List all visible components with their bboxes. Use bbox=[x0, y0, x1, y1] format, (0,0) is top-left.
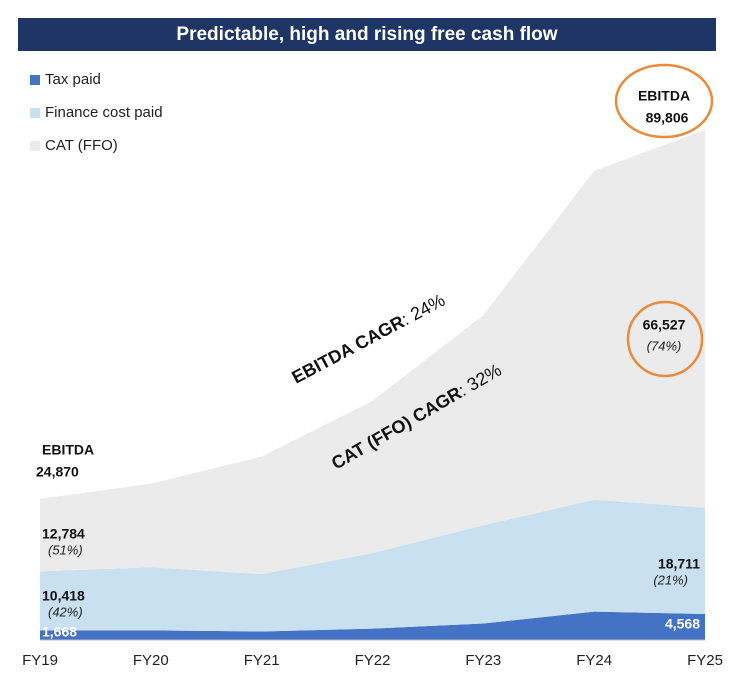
highlight-circle bbox=[614, 63, 714, 139]
x-tick-label: FY23 bbox=[465, 652, 501, 669]
x-tick-label: FY24 bbox=[576, 652, 612, 669]
title-bar bbox=[18, 18, 716, 51]
x-tick-label: FY25 bbox=[687, 652, 723, 669]
x-tick-label: FY20 bbox=[133, 652, 169, 669]
legend-swatch bbox=[30, 141, 40, 151]
legend-label: Tax paid bbox=[45, 71, 101, 88]
total-name: EBITDA bbox=[42, 442, 94, 458]
legend-swatch bbox=[30, 75, 40, 85]
cagr-label: EBITDA CAGR bbox=[288, 311, 407, 387]
total-value: 24,870 bbox=[36, 464, 79, 480]
legend-swatch bbox=[30, 108, 40, 118]
chart-title: Predictable, high and rising free cash f… bbox=[176, 24, 557, 45]
data-label: 10,418 bbox=[42, 588, 85, 604]
data-label: 1,668 bbox=[42, 624, 77, 640]
x-tick-label: FY19 bbox=[22, 652, 58, 669]
x-tick-label: FY22 bbox=[355, 652, 391, 669]
share-label: (51%) bbox=[48, 542, 83, 557]
share-label: (21%) bbox=[653, 572, 688, 587]
share-label: (42%) bbox=[48, 604, 83, 619]
area bbox=[40, 499, 705, 632]
total-value: 89,806 bbox=[646, 110, 689, 126]
area bbox=[40, 611, 705, 640]
total-name: EBITDA bbox=[638, 88, 690, 104]
x-tick-label: FY21 bbox=[244, 652, 280, 669]
area bbox=[40, 129, 705, 575]
highlight-circle bbox=[626, 300, 704, 378]
data-label: 18,711 bbox=[658, 556, 700, 572]
data-label: 4,568 bbox=[665, 616, 700, 632]
share-label: (74%) bbox=[647, 338, 682, 353]
data-label: 12,784 bbox=[42, 526, 85, 542]
legend-label: CAT (FFO) bbox=[45, 137, 118, 154]
data-label: 66,527 bbox=[643, 317, 686, 333]
cagr-value: : 24% bbox=[398, 290, 448, 329]
legend-label: Finance cost paid bbox=[45, 104, 163, 121]
